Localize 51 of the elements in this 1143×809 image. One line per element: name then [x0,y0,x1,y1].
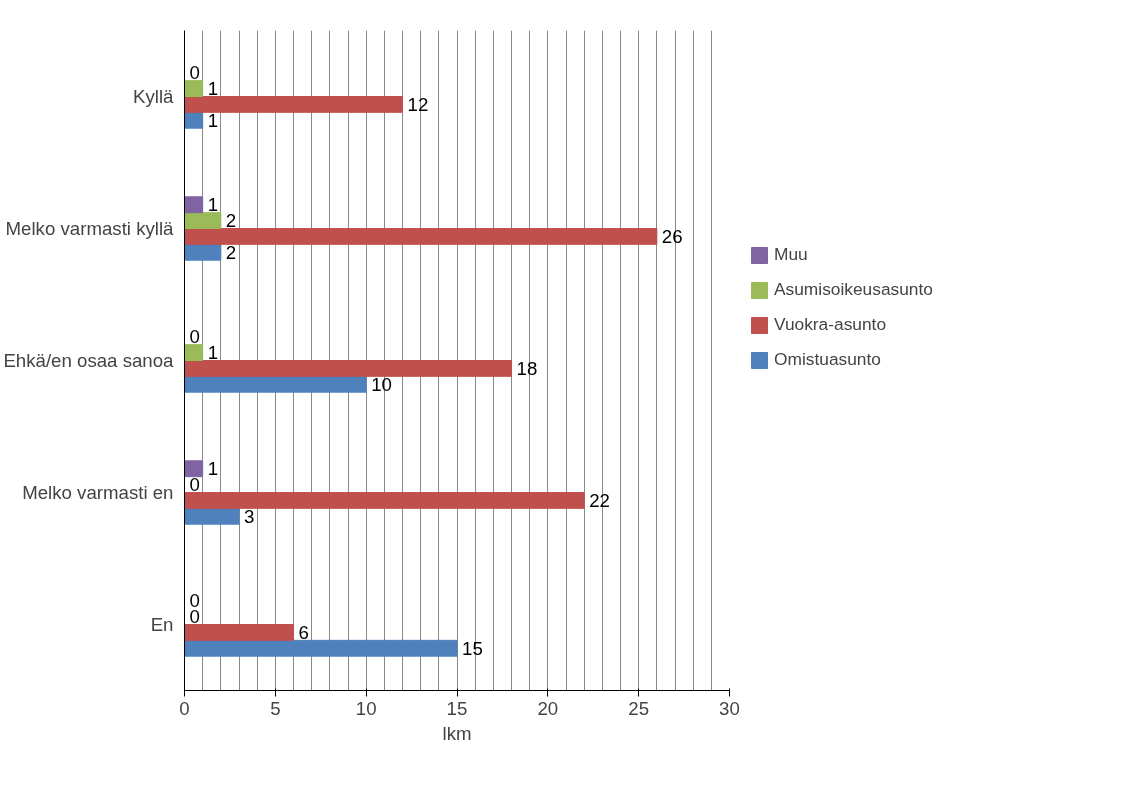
x-tick-label: 20 [537,697,559,719]
bar [184,96,403,113]
x-tick-label: 25 [628,697,650,719]
legend-label: Omistuasunto [774,349,881,370]
x-tick-label: 5 [270,697,281,719]
y-tick-label: Melko varmasti en [22,482,174,503]
data-label: 6 [298,621,309,643]
bar [184,460,204,478]
legend-label: Vuokra-asunto [774,314,887,335]
data-label: 1 [207,342,219,364]
bar [184,344,204,361]
y-tick-label: Kyllä [133,86,175,107]
bar [184,212,222,229]
data-label: 15 [462,637,483,659]
data-label: 2 [225,241,237,263]
legend-label: Muu [774,244,808,265]
x-axis-title: lkm [442,722,472,744]
data-label: 0 [189,474,200,496]
data-label: 2 [225,210,237,232]
bar [184,375,367,393]
data-label: 1 [207,109,219,131]
legend-label: Asumisoikeusasunto [774,279,933,300]
data-label: 1 [207,458,219,480]
x-tick-label: 10 [355,697,377,719]
y-tick-label: Ehkä/en osaa sanoa [3,350,175,371]
data-label: 3 [244,505,255,527]
x-tick-label: 15 [446,697,468,719]
bar [184,80,204,97]
data-label: 10 [371,373,392,395]
x-tick-label: 0 [179,697,190,719]
bar [184,360,512,377]
bar [184,228,658,245]
bar [184,243,222,261]
bar [184,492,585,509]
bar [184,507,240,525]
data-label: 0 [189,62,200,84]
data-label: 1 [207,194,219,216]
data-label: 1 [207,78,219,100]
bar [184,624,294,641]
data-label: 12 [407,93,429,115]
x-tick-label: 30 [719,697,740,719]
data-label: 26 [661,225,683,247]
y-tick-label: Melko varmasti kyllä [5,218,175,239]
data-label: 22 [589,489,610,511]
y-tick-label: En [150,614,174,635]
data-label: 0 [189,326,200,348]
data-label: 0 [189,606,200,628]
bar [184,196,204,214]
bar [184,639,458,657]
data-label: 18 [516,357,538,379]
bar [184,111,204,129]
